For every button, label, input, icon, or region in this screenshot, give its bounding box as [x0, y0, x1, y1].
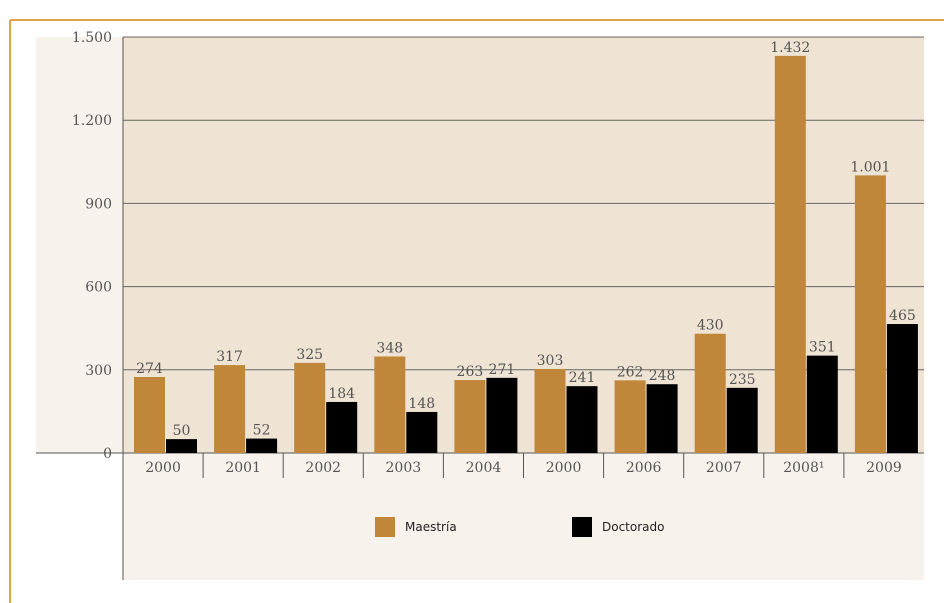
value-label: 241 [569, 370, 596, 386]
value-label: 325 [296, 347, 323, 363]
bar [294, 362, 326, 453]
value-label: 184 [328, 386, 355, 402]
y-tick-label: 300 [85, 363, 112, 379]
bar [246, 438, 278, 453]
x-tick-label: 2006 [626, 460, 662, 476]
bar [886, 324, 918, 453]
legend-label: Maestría [405, 520, 457, 534]
value-label: 248 [649, 368, 676, 384]
x-tick-label: 2008¹ [783, 460, 824, 476]
legend-swatch [375, 517, 395, 537]
x-tick-label: 2007 [706, 460, 742, 476]
bar [214, 365, 246, 453]
bar [726, 387, 758, 453]
value-label: 1.432 [770, 40, 810, 56]
x-tick-label: 2001 [225, 460, 261, 476]
bar [566, 386, 598, 453]
value-label: 50 [173, 423, 191, 439]
value-label: 351 [809, 340, 836, 356]
bar [406, 411, 438, 453]
x-tick-label: 2000 [546, 460, 582, 476]
value-label: 465 [889, 308, 916, 324]
y-tick-label: 900 [85, 196, 112, 212]
bar [486, 377, 518, 453]
bar [454, 380, 486, 453]
value-label: 274 [136, 361, 163, 377]
value-label: 262 [617, 364, 644, 380]
panel-left [36, 37, 123, 453]
bar [534, 368, 566, 453]
bar [854, 175, 886, 453]
x-tick-label: 2000 [145, 460, 181, 476]
x-tick-label: 2003 [386, 460, 422, 476]
bar [374, 356, 406, 453]
y-tick-label: 1.200 [72, 113, 112, 129]
bar [614, 380, 646, 453]
value-label: 348 [376, 340, 403, 356]
legend-label: Doctorado [602, 520, 664, 534]
bar [806, 355, 838, 453]
bar [774, 55, 806, 453]
value-label: 52 [253, 423, 271, 439]
bar [326, 401, 358, 453]
y-tick-label: 600 [85, 280, 112, 296]
x-tick-label: 2002 [305, 460, 341, 476]
bar [646, 384, 678, 453]
y-tick-label: 0 [103, 446, 112, 462]
value-label: 235 [729, 372, 756, 388]
value-label: 1.001 [850, 159, 890, 175]
value-label: 303 [537, 353, 564, 369]
bar [166, 439, 197, 453]
legend-swatch [572, 517, 592, 537]
value-label: 317 [216, 349, 243, 365]
value-label: 148 [408, 396, 435, 412]
value-label: 271 [489, 362, 516, 378]
value-label: 430 [697, 318, 724, 334]
bar [134, 377, 165, 453]
y-tick-label: 1.500 [72, 30, 112, 46]
x-tick-label: 2004 [466, 460, 502, 476]
bar [694, 333, 726, 453]
x-tick-label: 2009 [866, 460, 902, 476]
value-label: 263 [457, 364, 484, 380]
